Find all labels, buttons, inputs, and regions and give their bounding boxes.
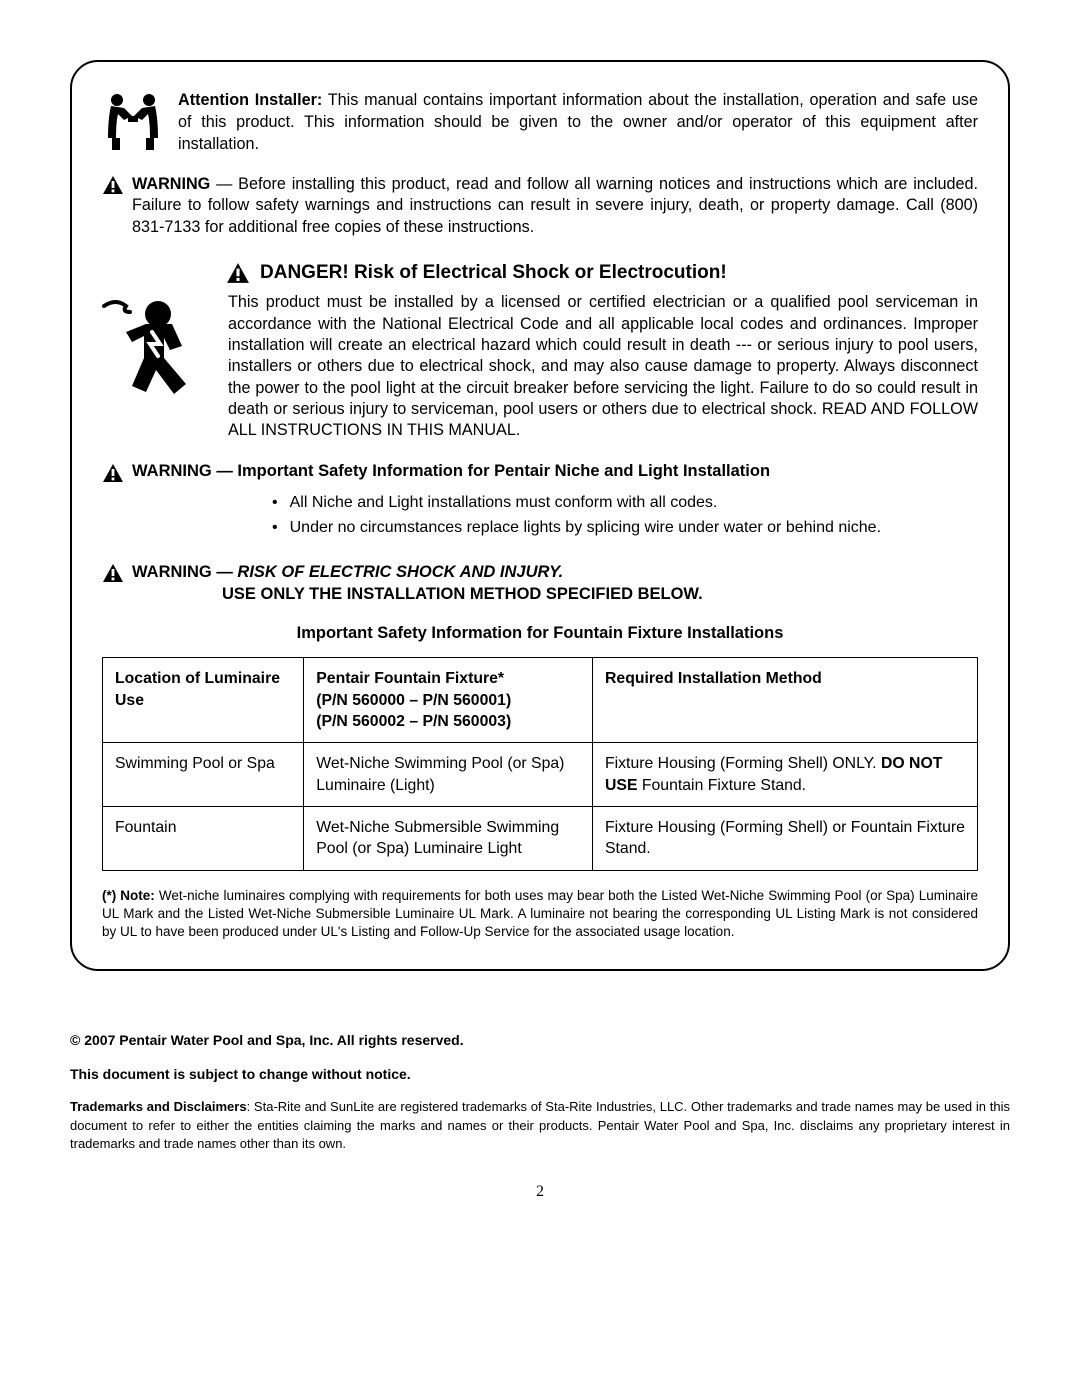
bullet-text: Under no circumstances replace lights by… bbox=[290, 516, 881, 541]
table-cell: Fountain bbox=[103, 806, 304, 870]
danger-body-row: This product must be installed by a lice… bbox=[102, 292, 978, 442]
th-line: (P/N 560002 – P/N 560003) bbox=[316, 713, 511, 730]
attention-lead: Attention Installer: bbox=[178, 91, 322, 109]
warning-general-text: WARNING — Before installing this product… bbox=[132, 174, 978, 240]
warning-body: Before installing this product, read and… bbox=[132, 175, 978, 237]
footer: © 2007 Pentair Water Pool and Spa, Inc. … bbox=[70, 1031, 1010, 1153]
danger-body: This product must be installed by a lice… bbox=[228, 292, 978, 442]
table-row: Swimming Pool or Spa Wet-Niche Swimming … bbox=[103, 743, 978, 807]
note-lead: (*) Note: bbox=[102, 888, 155, 903]
warning-niche-bullets: • All Niche and Light installations must … bbox=[272, 491, 978, 541]
table-header: Location of Luminaire Use bbox=[103, 658, 304, 743]
safety-table: Location of Luminaire Use Pentair Founta… bbox=[102, 657, 978, 870]
table-note: (*) Note: Wet-niche luminaires complying… bbox=[102, 887, 978, 942]
table-cell: Fixture Housing (Forming Shell) or Fount… bbox=[593, 806, 978, 870]
danger-heading: DANGER! Risk of Electrical Shock or Elec… bbox=[260, 262, 727, 284]
warning-niche: WARNING — Important Safety Information f… bbox=[102, 462, 978, 483]
electric-shock-icon bbox=[102, 292, 210, 410]
change-notice: This document is subject to change witho… bbox=[70, 1065, 1010, 1085]
danger-heading-row: DANGER! Risk of Electrical Shock or Elec… bbox=[226, 261, 978, 284]
warning-triangle-icon bbox=[102, 175, 124, 195]
warning-general: WARNING — Before installing this product… bbox=[102, 174, 978, 240]
safety-panel: Attention Installer: This manual contain… bbox=[70, 60, 1010, 971]
cell-text: Fixture Housing (Forming Shell) ONLY. bbox=[605, 755, 881, 772]
table-row: Fountain Wet-Niche Submersible Swimming … bbox=[103, 806, 978, 870]
page-number: 2 bbox=[70, 1183, 1010, 1201]
warning-niche-dash: — bbox=[212, 462, 238, 480]
use-only-line: USE ONLY THE INSTALLATION METHOD SPECIFI… bbox=[222, 585, 978, 604]
table-cell: Wet-Niche Submersible Swimming Pool (or … bbox=[304, 806, 593, 870]
warning-shock-dash: — bbox=[212, 563, 238, 581]
warning-shock-risk: RISK OF ELECTRIC SHOCK AND INJURY. bbox=[237, 563, 563, 581]
table-cell: Swimming Pool or Spa bbox=[103, 743, 304, 807]
bullet-text: All Niche and Light installations must c… bbox=[290, 491, 718, 516]
warning-triangle-icon bbox=[102, 463, 124, 483]
bullet-dot-icon: • bbox=[272, 491, 278, 516]
th-line: (P/N 560000 – P/N 560001) bbox=[316, 692, 511, 709]
table-header: Pentair Fountain Fixture* (P/N 560000 – … bbox=[304, 658, 593, 743]
bullet-dot-icon: • bbox=[272, 516, 278, 541]
warning-triangle-icon bbox=[102, 563, 124, 583]
handshake-icon bbox=[102, 90, 164, 152]
copyright: © 2007 Pentair Water Pool and Spa, Inc. … bbox=[70, 1031, 1010, 1051]
warning-niche-text: WARNING — Important Safety Information f… bbox=[132, 462, 770, 481]
trademarks: Trademarks and Disclaimers: Sta-Rite and… bbox=[70, 1098, 1010, 1153]
table-cell: Fixture Housing (Forming Shell) ONLY. DO… bbox=[593, 743, 978, 807]
page: Attention Installer: This manual contain… bbox=[0, 0, 1080, 1241]
warning-shock-label: WARNING bbox=[132, 563, 212, 581]
warning-niche-label: WARNING bbox=[132, 462, 212, 480]
warning-dash: — bbox=[210, 175, 238, 193]
th-line: Pentair Fountain Fixture* bbox=[316, 670, 504, 687]
warning-niche-title: Important Safety Information for Pentair… bbox=[237, 462, 770, 480]
note-body: Wet-niche luminaires complying with requ… bbox=[102, 888, 978, 939]
attention-block: Attention Installer: This manual contain… bbox=[102, 90, 978, 156]
warning-label: WARNING bbox=[132, 175, 210, 193]
warning-triangle-icon bbox=[226, 262, 250, 284]
cell-text: Fountain Fixture Stand. bbox=[637, 777, 806, 794]
table-cell: Wet-Niche Swimming Pool (or Spa) Luminai… bbox=[304, 743, 593, 807]
table-title: Important Safety Information for Fountai… bbox=[102, 624, 978, 643]
table-header-row: Location of Luminaire Use Pentair Founta… bbox=[103, 658, 978, 743]
attention-text: Attention Installer: This manual contain… bbox=[178, 90, 978, 156]
tm-lead: Trademarks and Disclaimers bbox=[70, 1099, 247, 1114]
warning-shock-text: WARNING — RISK OF ELECTRIC SHOCK AND INJ… bbox=[132, 563, 563, 582]
table-header: Required Installation Method bbox=[593, 658, 978, 743]
bullet-item: • All Niche and Light installations must … bbox=[272, 491, 978, 516]
warning-shock: WARNING — RISK OF ELECTRIC SHOCK AND INJ… bbox=[102, 562, 978, 583]
bullet-item: • Under no circumstances replace lights b… bbox=[272, 516, 978, 541]
cell-text: Fixture Housing (Forming Shell) or Fount… bbox=[605, 819, 965, 857]
